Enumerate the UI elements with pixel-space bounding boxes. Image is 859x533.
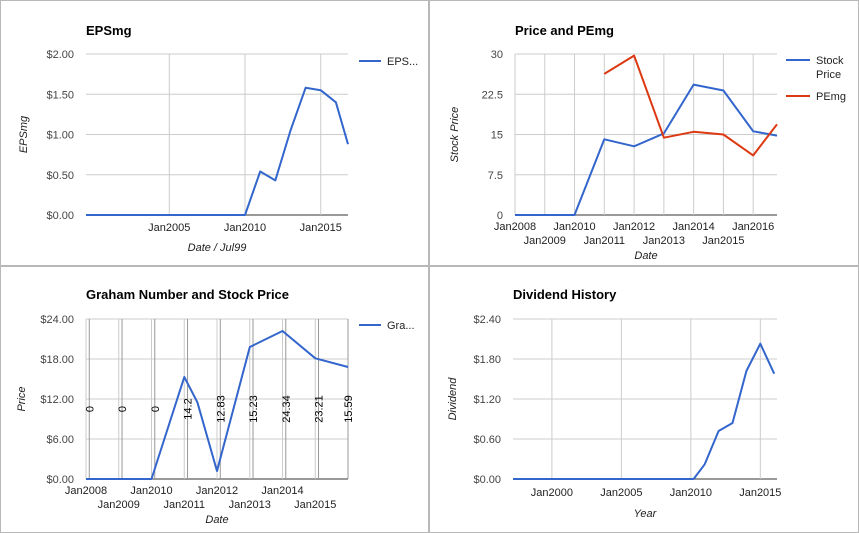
y-tick-label: $1.80	[473, 354, 501, 366]
x-tick-label: Jan2010	[224, 222, 266, 234]
x-axis-title: Date / Jul99	[188, 242, 247, 254]
y-tick-label: $12.00	[40, 394, 74, 406]
y-tick-label: $1.50	[46, 89, 74, 101]
annotation-label: 14.2	[183, 398, 195, 419]
y-tick-label: 15	[491, 130, 503, 142]
dividend-chart: Dividend History $0.00 $0.60 $1.20 $1.80 $2.4…	[447, 287, 781, 520]
series-line-0	[515, 83, 778, 216]
legend-label: Stock Price	[816, 55, 844, 81]
y-tick-label: $0.50	[46, 170, 74, 182]
x-tick-label: Jan2011	[584, 235, 625, 247]
x-axis-title: Date	[205, 514, 228, 526]
y-tick-label: $24.00	[40, 314, 74, 326]
panel-dividend: Dividend History $0.00 $0.60 $1.20 $1.80 $2.4…	[429, 266, 859, 533]
series-line-0	[86, 86, 349, 216]
x-tick-label: Jan2010	[670, 487, 712, 499]
x-tick-label: Jan2012	[196, 485, 238, 497]
legend-label: Gra...	[387, 320, 415, 332]
y-tick-label: $1.00	[46, 130, 74, 142]
y-axis-title: Dividend	[447, 377, 459, 421]
x-axis-title: Year	[634, 508, 658, 520]
x-tick-label: Jan2000	[531, 487, 573, 499]
annotation-label: 0	[84, 406, 96, 412]
chart-title: Price and PEmg	[515, 23, 614, 38]
panel-price-pe: Price and PEmg 0 7.5 15 22.5 30 Jan2008 Jan2009…	[429, 0, 859, 266]
x-tick-label: Jan2005	[148, 222, 190, 234]
legend-label: EPS...	[387, 56, 418, 68]
annotation-label: 0	[150, 406, 162, 412]
x-tick-label: Jan2014	[261, 485, 303, 497]
y-tick-label: $2.00	[46, 49, 74, 61]
x-tick-label: Jan2016	[732, 221, 774, 233]
y-tick-label: $1.20	[473, 394, 501, 406]
x-tick-label: Jan2010	[553, 221, 595, 233]
y-tick-label: 22.5	[482, 89, 503, 101]
y-tick-label: $6.00	[46, 434, 74, 446]
annotation-label: 0	[117, 406, 129, 412]
y-tick-label: $0.00	[473, 474, 501, 486]
x-axis-title: Date	[634, 250, 657, 262]
y-axis-title: Price	[16, 386, 28, 411]
annotation-label: 12.83	[215, 395, 227, 423]
x-tick-label: Jan2010	[130, 485, 172, 497]
annotation-label: 24.34	[281, 395, 293, 423]
chart-title: Dividend History	[513, 287, 617, 302]
eps-chart: EPSmg $0.00 $0.50 $1.00 $1.50 $2.00 Jan2005 Jan…	[18, 23, 418, 254]
y-tick-label: $0.60	[473, 434, 501, 446]
x-tick-label: Jan2011	[164, 499, 205, 511]
y-axis-title: Stock Price	[449, 107, 461, 163]
x-tick-label: Jan2005	[600, 487, 642, 499]
x-tick-label: Jan2015	[300, 222, 342, 234]
x-tick-label: Jan2015	[739, 487, 781, 499]
x-tick-label: Jan2012	[613, 221, 655, 233]
chart-title: EPSmg	[86, 23, 132, 38]
y-axis-title: EPSmg	[18, 115, 30, 153]
series-line-0	[513, 342, 776, 480]
x-tick-label: Jan2013	[643, 235, 685, 247]
legend-label: PEmg	[816, 91, 846, 103]
panel-eps: EPSmg $0.00 $0.50 $1.00 $1.50 $2.00 Jan2005 Jan…	[0, 0, 429, 266]
annotation-label: 23.21	[314, 395, 326, 423]
y-tick-label: $2.40	[473, 314, 501, 326]
panel-graham: Graham Number and Stock Price $0.00 $6.00 $…	[0, 266, 429, 533]
series-line-0	[86, 330, 349, 480]
x-tick-label: Jan2009	[98, 499, 140, 511]
x-tick-label: Jan2013	[229, 499, 271, 511]
y-tick-label: 0	[497, 210, 503, 222]
y-tick-label: $0.00	[46, 210, 74, 222]
annotation-label: 15.59	[343, 395, 355, 423]
x-tick-label: Jan2009	[524, 235, 566, 247]
x-tick-label: Jan2015	[702, 235, 744, 247]
price-pe-chart: Price and PEmg 0 7.5 15 22.5 30 Jan2008 Jan2009…	[449, 23, 846, 262]
series-line-1	[603, 54, 778, 157]
x-tick-label: Jan2014	[673, 221, 715, 233]
y-tick-label: $18.00	[40, 354, 74, 366]
y-tick-label: 30	[491, 49, 503, 61]
chart-title: Graham Number and Stock Price	[86, 287, 289, 302]
x-tick-label: Jan2008	[494, 221, 536, 233]
graham-chart: Graham Number and Stock Price $0.00 $6.00 $…	[16, 287, 415, 526]
annotation-label: 15.23	[248, 395, 260, 423]
y-tick-label: $0.00	[46, 474, 74, 486]
x-tick-label: Jan2015	[294, 499, 336, 511]
x-tick-label: Jan2008	[65, 485, 107, 497]
y-tick-label: 7.5	[488, 170, 503, 182]
